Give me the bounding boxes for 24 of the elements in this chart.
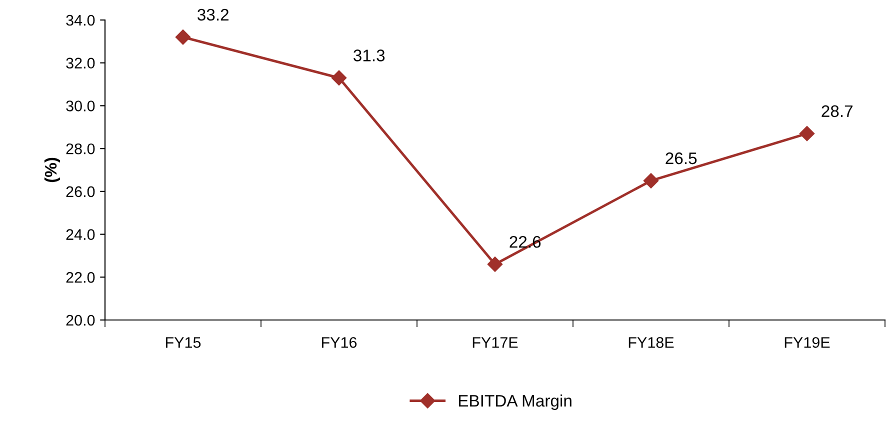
data-label: 28.7 [822,105,852,118]
y-tick-label: 32.0 [66,58,95,69]
y-tick-label: 24.0 [66,229,95,240]
legend-label: EBITDA Margin [458,394,572,410]
point [175,30,191,45]
y-tick-label: 30.0 [66,100,95,112]
point [643,173,659,188]
x-tick-label: FY17E [472,337,518,348]
y-tick-label: 28.0 [66,143,95,154]
point [331,70,347,86]
point [487,256,503,272]
x-tick-label: FY16 [322,337,357,348]
point [799,126,815,142]
y-axis-title: (%) [44,158,60,182]
x-tick-label: FY15 [166,337,201,348]
y-tick-label: 20.0 [66,314,95,326]
data-label: 31.3 [354,50,385,62]
data-label: 33.2 [198,8,228,21]
x-tick-label: FY19E [784,337,830,348]
data-label: 26.5 [666,152,697,164]
y-tick-label: 26.0 [66,186,95,198]
x-tick-label: FY18E [628,337,674,348]
y-tick-label: 34.0 [66,14,95,26]
y-tick-label: 22.0 [66,272,95,283]
